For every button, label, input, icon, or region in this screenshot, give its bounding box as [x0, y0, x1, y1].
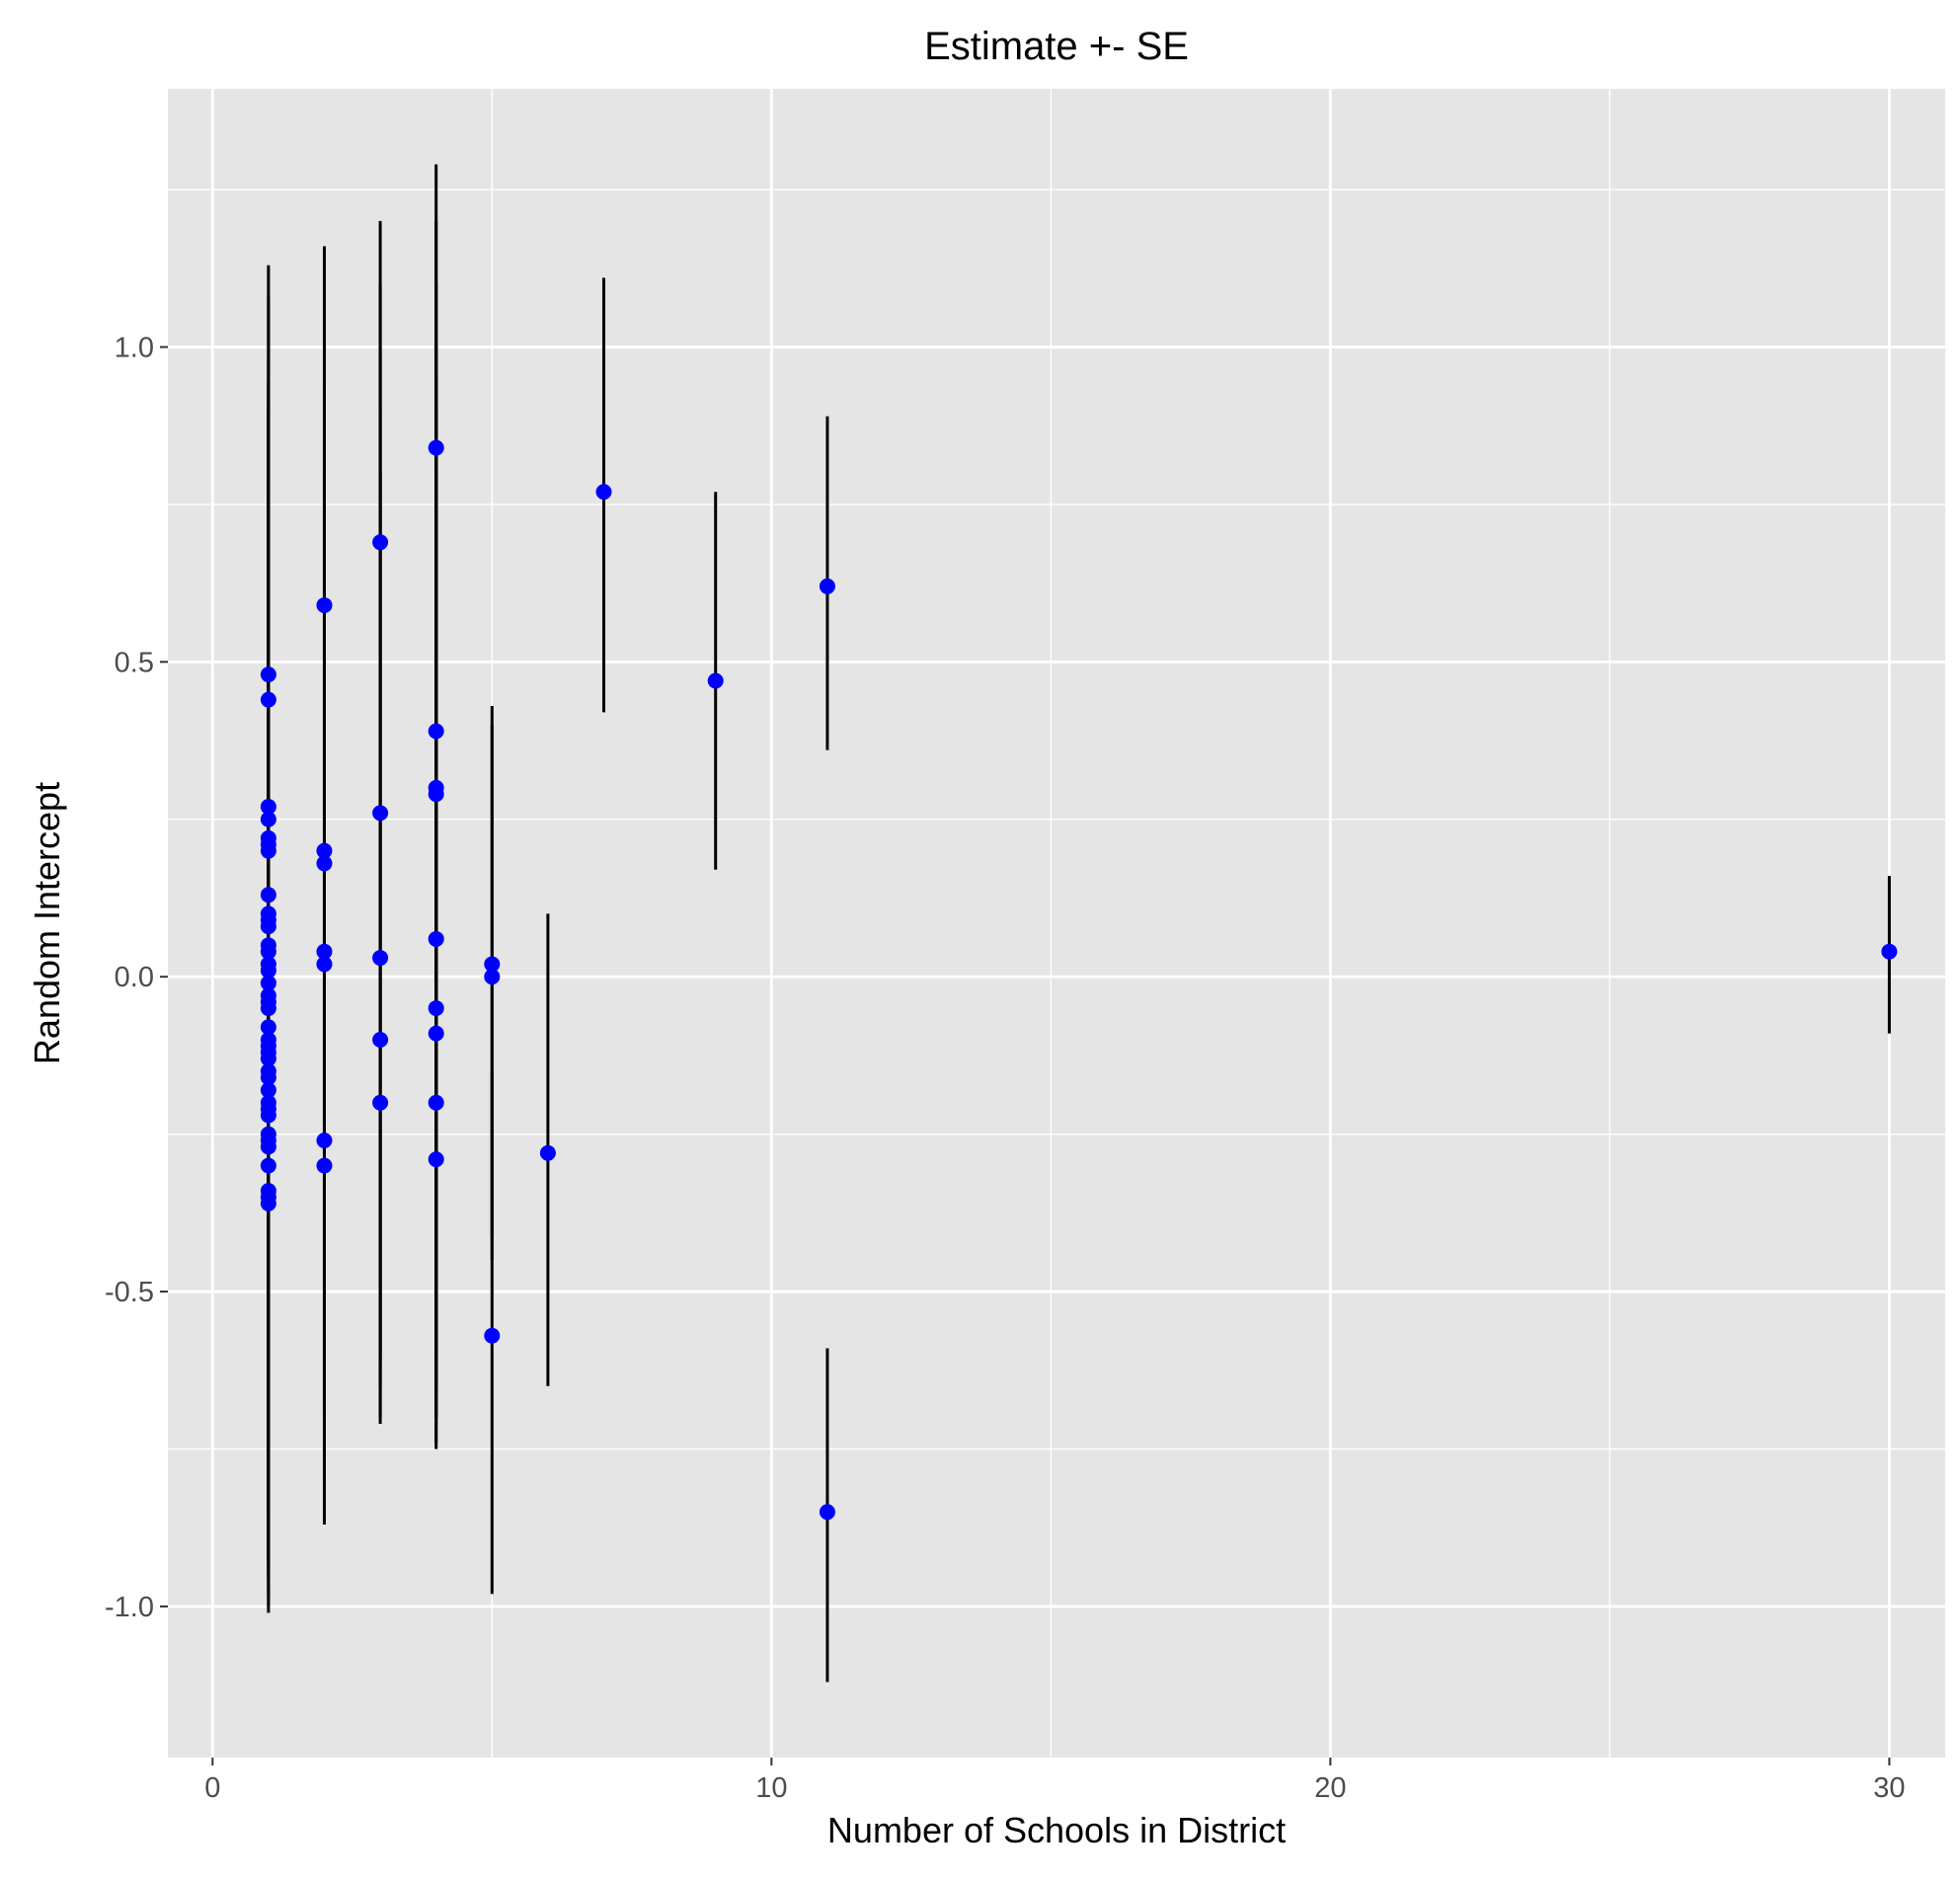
data-point: [428, 1094, 444, 1111]
data-point: [1881, 943, 1898, 960]
grid-lines: [168, 89, 1945, 1758]
data-point: [260, 887, 276, 903]
data-point: [260, 799, 276, 816]
x-tick-label: 30: [1873, 1772, 1905, 1804]
data-point: [595, 484, 612, 501]
data-point: [260, 1019, 276, 1036]
data-point: [260, 1107, 276, 1124]
data-point: [539, 1144, 556, 1161]
data-point: [819, 1504, 835, 1521]
x-tick-label: 20: [1314, 1772, 1346, 1804]
data-point: [372, 950, 389, 967]
y-tick-label: 1.0: [115, 332, 154, 363]
data-point: [428, 930, 444, 947]
x-tick-label: 0: [204, 1772, 220, 1804]
chart-title: Estimate +- SE: [924, 25, 1189, 68]
data-point: [260, 918, 276, 935]
data-point: [260, 962, 276, 979]
data-point: [428, 1151, 444, 1168]
data-point: [484, 956, 501, 973]
data-point: [484, 969, 501, 985]
data-point: [260, 691, 276, 708]
data-point: [316, 855, 333, 872]
data-points: [260, 439, 1898, 1521]
data-point: [316, 956, 333, 973]
data-point: [428, 1000, 444, 1017]
data-point: [260, 1000, 276, 1017]
y-tick-label: -0.5: [105, 1277, 154, 1308]
data-point: [428, 439, 444, 456]
data-point: [260, 666, 276, 683]
y-tick-label: -1.0: [105, 1592, 154, 1623]
data-point: [260, 1138, 276, 1155]
data-point: [428, 723, 444, 740]
data-point: [260, 943, 276, 960]
data-point: [707, 672, 724, 689]
data-point: [484, 1327, 501, 1344]
y-axis-title: Random Intercept: [27, 782, 67, 1064]
data-point: [372, 805, 389, 822]
data-point: [316, 943, 333, 960]
plot-panel: [168, 89, 1945, 1758]
data-point: [260, 1082, 276, 1098]
y-tick-label: 0.0: [115, 962, 154, 993]
data-point: [260, 1157, 276, 1174]
data-point: [316, 1157, 333, 1174]
x-axis-title: Number of Schools in District: [827, 1810, 1286, 1850]
x-tick-label: 10: [755, 1772, 787, 1804]
data-point: [428, 786, 444, 803]
data-point: [372, 1094, 389, 1111]
data-point: [316, 842, 333, 859]
data-point: [260, 842, 276, 859]
data-point: [316, 1133, 333, 1149]
y-tick-label: 0.5: [115, 647, 154, 678]
data-point: [819, 578, 835, 594]
data-point: [260, 811, 276, 827]
axes: 0 10 20 30 -1.0 -0.5 0.0 0.5 1.0: [105, 332, 1906, 1804]
data-point: [428, 1025, 444, 1042]
data-point: [316, 596, 333, 613]
data-point: [260, 1195, 276, 1212]
data-point: [372, 534, 389, 551]
data-point: [372, 1031, 389, 1048]
data-point: [260, 975, 276, 991]
data-point: [260, 1069, 276, 1086]
data-point: [260, 1051, 276, 1067]
